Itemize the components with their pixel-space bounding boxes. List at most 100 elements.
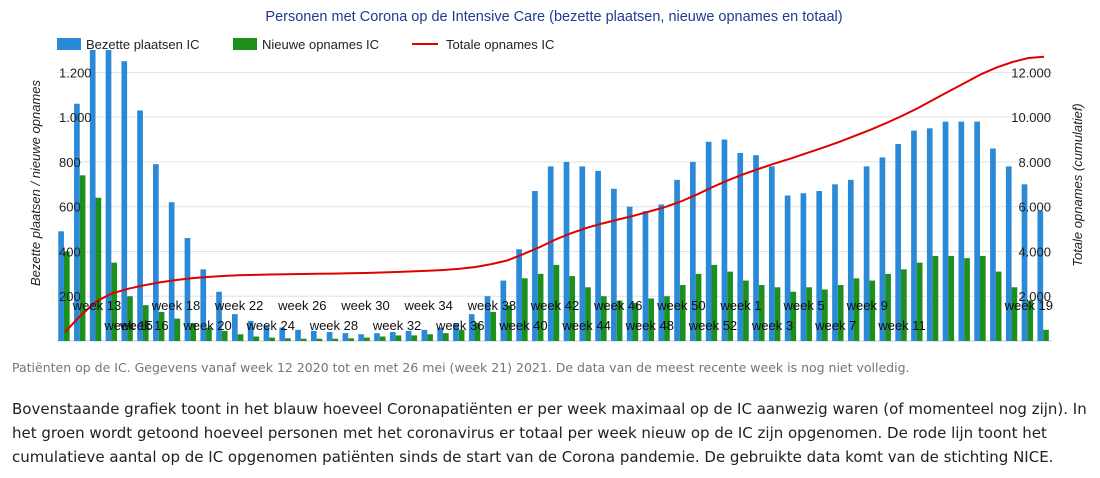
x-tick-21: week 5 [783,298,825,313]
bar-nieuwe-61 [1027,300,1034,341]
y-tick-left-3: 800 [59,155,81,170]
bar-nieuwe-24 [442,333,449,341]
bar-bezette-33 [579,166,586,341]
bar-bezette-47 [800,193,807,341]
bar-nieuwe-21 [395,335,402,341]
bar-bezette-29 [516,249,522,341]
bar-bezette-62 [1037,211,1044,341]
bar-nieuwe-41 [711,264,718,341]
bar-bezette-61 [1021,184,1028,341]
x-tick-19: week 1 [719,298,761,313]
bar-nieuwe-54 [916,262,923,341]
bar-bezette-3 [105,50,112,341]
bar-nieuwe-0 [63,251,70,341]
bar-bezette-5 [137,110,143,341]
y-tick-left-1: 400 [59,244,81,259]
bar-nieuwe-42 [727,271,733,341]
bar-bezette-15 [295,329,301,341]
gridlines [57,71,1052,342]
bar-bezette-17 [326,332,333,341]
x-tick-23: week 9 [846,298,888,313]
bar-nieuwe-26 [474,323,481,341]
bar-bezette-55 [926,128,933,341]
bar-nieuwe-10 [221,330,228,341]
bar-nieuwe-12 [253,336,260,341]
bar-bezette-32 [563,161,570,341]
x-tick-0: week 16 [119,318,168,333]
chart-caption: Patiënten op de IC. Gegevens vanaf week … [12,360,910,375]
bar-bezette-4 [121,61,128,341]
x-tick-26: week 15 [103,318,152,333]
y-tick-right-4: 10.000 [1011,110,1051,125]
bar-bezette-25 [453,323,459,341]
bar-bezette-13 [263,325,270,341]
bar-nieuwe-49 [837,285,844,341]
bar-bezette-6 [153,164,159,341]
x-tick-10: week 36 [435,318,484,333]
y-axis-right-label: Totale opnames (cumulatief) [1070,103,1085,267]
bar-nieuwe-23 [427,334,433,341]
bar-nieuwe-55 [932,255,939,341]
bar-nieuwe-30 [537,273,544,341]
bar-nieuwe-13 [269,337,275,341]
bar-bezette-59 [990,148,996,341]
bar-nieuwe-16 [316,338,323,341]
bar-bezette-16 [310,330,317,341]
x-tick-9: week 34 [403,298,452,313]
bar-nieuwe-31 [553,264,560,341]
bar-bezette-57 [958,121,965,341]
bar-nieuwe-20 [379,336,386,341]
bar-bezette-58 [974,121,980,341]
bar-nieuwe-38 [664,296,670,341]
bar-nieuwe-25 [458,329,465,341]
bar-bezette-10 [216,291,222,341]
x-tick-4: week 24 [246,318,295,333]
y-tick-right-2: 6.000 [1018,200,1051,215]
bar-nieuwe-14 [285,338,291,341]
bar-nieuwe-6 [158,311,165,341]
x-tick-3: week 22 [214,298,263,313]
bar-nieuwe-46 [790,291,797,341]
bar-nieuwe-9 [206,327,212,341]
bar-nieuwe-7 [174,318,181,341]
bar-bezette-52 [879,157,886,341]
x-tick-14: week 44 [561,318,610,333]
bar-bezette-0 [58,231,64,341]
line-totale-opnames [64,55,1045,333]
bar-nieuwe-29 [521,278,528,341]
bar-nieuwe-40 [695,273,702,341]
bar-bezette-28 [500,280,507,341]
bar-nieuwe-59 [995,271,1002,341]
bar-nieuwe-36 [632,302,639,341]
bar-bezette-60 [1005,166,1012,341]
bar-bezette-12 [247,320,254,341]
bar-nieuwe-11 [237,334,244,341]
y-tick-right-1: 4.000 [1018,244,1051,259]
bar-nieuwe-43 [743,280,749,341]
x-tick-8: week 32 [372,318,421,333]
bar-bezette-35 [611,188,617,341]
bar-bezette-37 [642,211,649,341]
x-tick-2: week 20 [182,318,231,333]
bar-bezette-53 [895,144,902,341]
bar-bezette-7 [168,202,175,341]
x-tick-15: week 46 [593,298,642,313]
bar-bezette-40 [690,161,696,341]
chart-title: Personen met Corona op de Intensive Care… [265,9,842,25]
bar-bezette-34 [595,170,601,341]
bar-nieuwe-17 [332,338,339,341]
bar-bezette-30 [532,191,538,341]
x-tick-5: week 26 [277,298,326,313]
bar-nieuwe-8 [190,323,196,341]
bar-nieuwe-56 [948,255,955,341]
bar-nieuwe-39 [679,285,686,341]
bar-nieuwe-18 [348,338,354,341]
bar-nieuwe-22 [411,335,418,341]
bar-nieuwe-33 [585,287,591,341]
y-tick-left-5: 1.200 [59,65,92,80]
bar-nieuwe-52 [885,273,891,341]
x-tick-6: week 28 [309,318,358,333]
x-tick-12: week 40 [498,318,547,333]
bar-nieuwe-51 [869,280,876,341]
y-axis-left-label: Bezette plaatsen / nieuwe opnames [28,80,43,286]
